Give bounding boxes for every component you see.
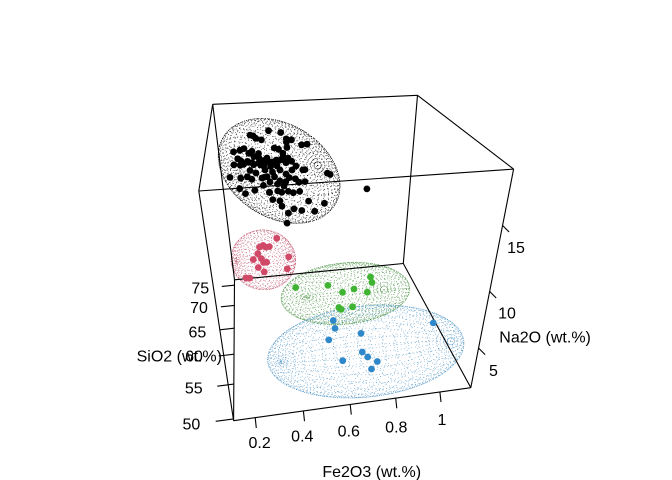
- svg-text:70: 70: [190, 300, 208, 317]
- svg-text:Fe2O3 (wt.%): Fe2O3 (wt.%): [322, 464, 421, 480]
- svg-text:15: 15: [507, 240, 525, 257]
- svg-text:5: 5: [489, 363, 498, 380]
- svg-text:0.6: 0.6: [338, 423, 360, 440]
- svg-text:55: 55: [185, 381, 203, 398]
- svg-text:60: 60: [185, 349, 203, 366]
- svg-text:0.2: 0.2: [248, 435, 270, 452]
- svg-text:0.4: 0.4: [291, 429, 313, 446]
- svg-text:65: 65: [189, 325, 207, 342]
- svg-text:1: 1: [438, 412, 447, 429]
- svg-text:SiO2 (wt.%): SiO2 (wt.%): [137, 349, 222, 366]
- svg-text:0.8: 0.8: [385, 419, 407, 436]
- svg-text:Na2O (wt.%): Na2O (wt.%): [499, 330, 591, 347]
- svg-text:10: 10: [498, 305, 516, 322]
- svg-text:75: 75: [191, 281, 209, 298]
- svg-text:50: 50: [183, 416, 201, 433]
